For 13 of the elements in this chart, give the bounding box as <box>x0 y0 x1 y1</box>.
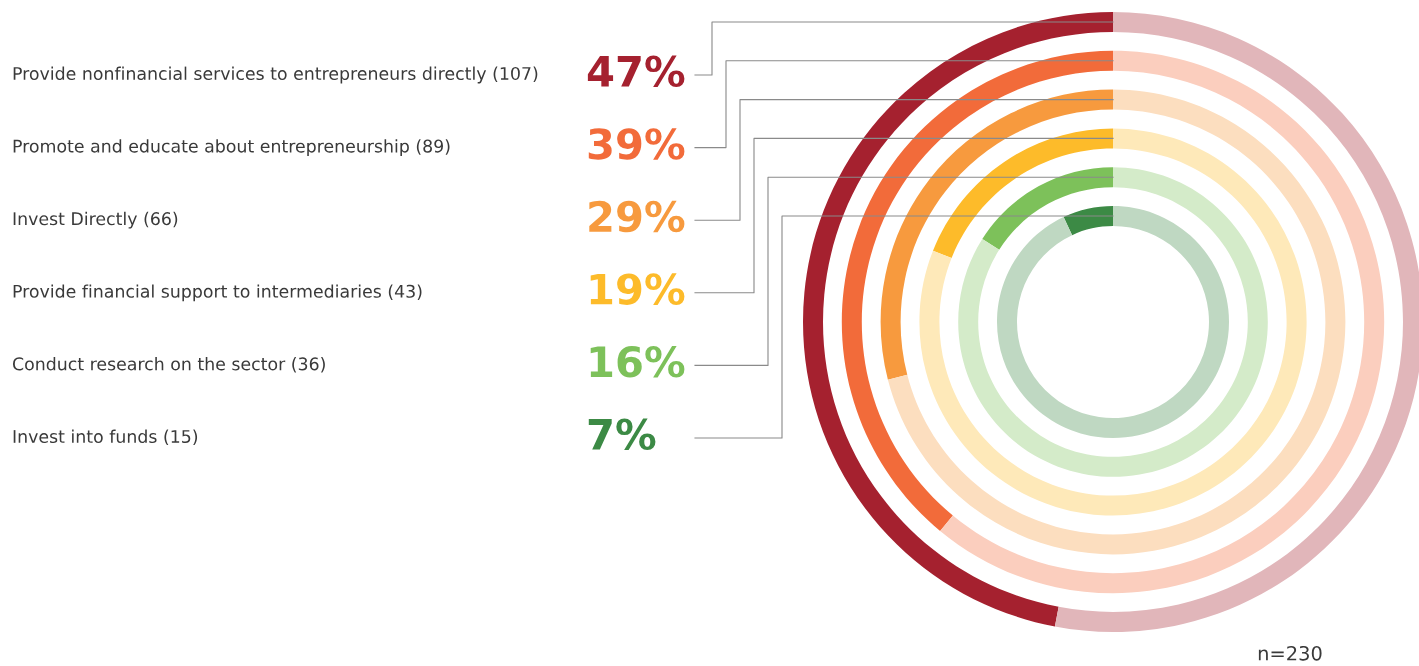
data-label: 19% <box>590 273 685 305</box>
category-label: Conduct research on the sector (36) <box>12 357 325 373</box>
text: n=230 <box>1258 645 1322 661</box>
data-label: 16% <box>590 345 685 378</box>
category-label: Provide financial support to intermediaries (43) <box>13 284 422 302</box>
category-label: Promote and educate about entrepreneurship (89) <box>13 139 450 156</box>
data-label: 7% <box>588 418 656 451</box>
data-label: 39% <box>588 128 685 160</box>
category-label: Invest Directly (66) <box>13 211 178 229</box>
data-label: 47% <box>587 55 685 88</box>
data-label: 29% <box>589 200 685 233</box>
category-label: Provide nonfinancial services to entrepreneurs directly (107) <box>13 66 538 84</box>
category-label: Invest into funds (15) <box>13 429 198 446</box>
